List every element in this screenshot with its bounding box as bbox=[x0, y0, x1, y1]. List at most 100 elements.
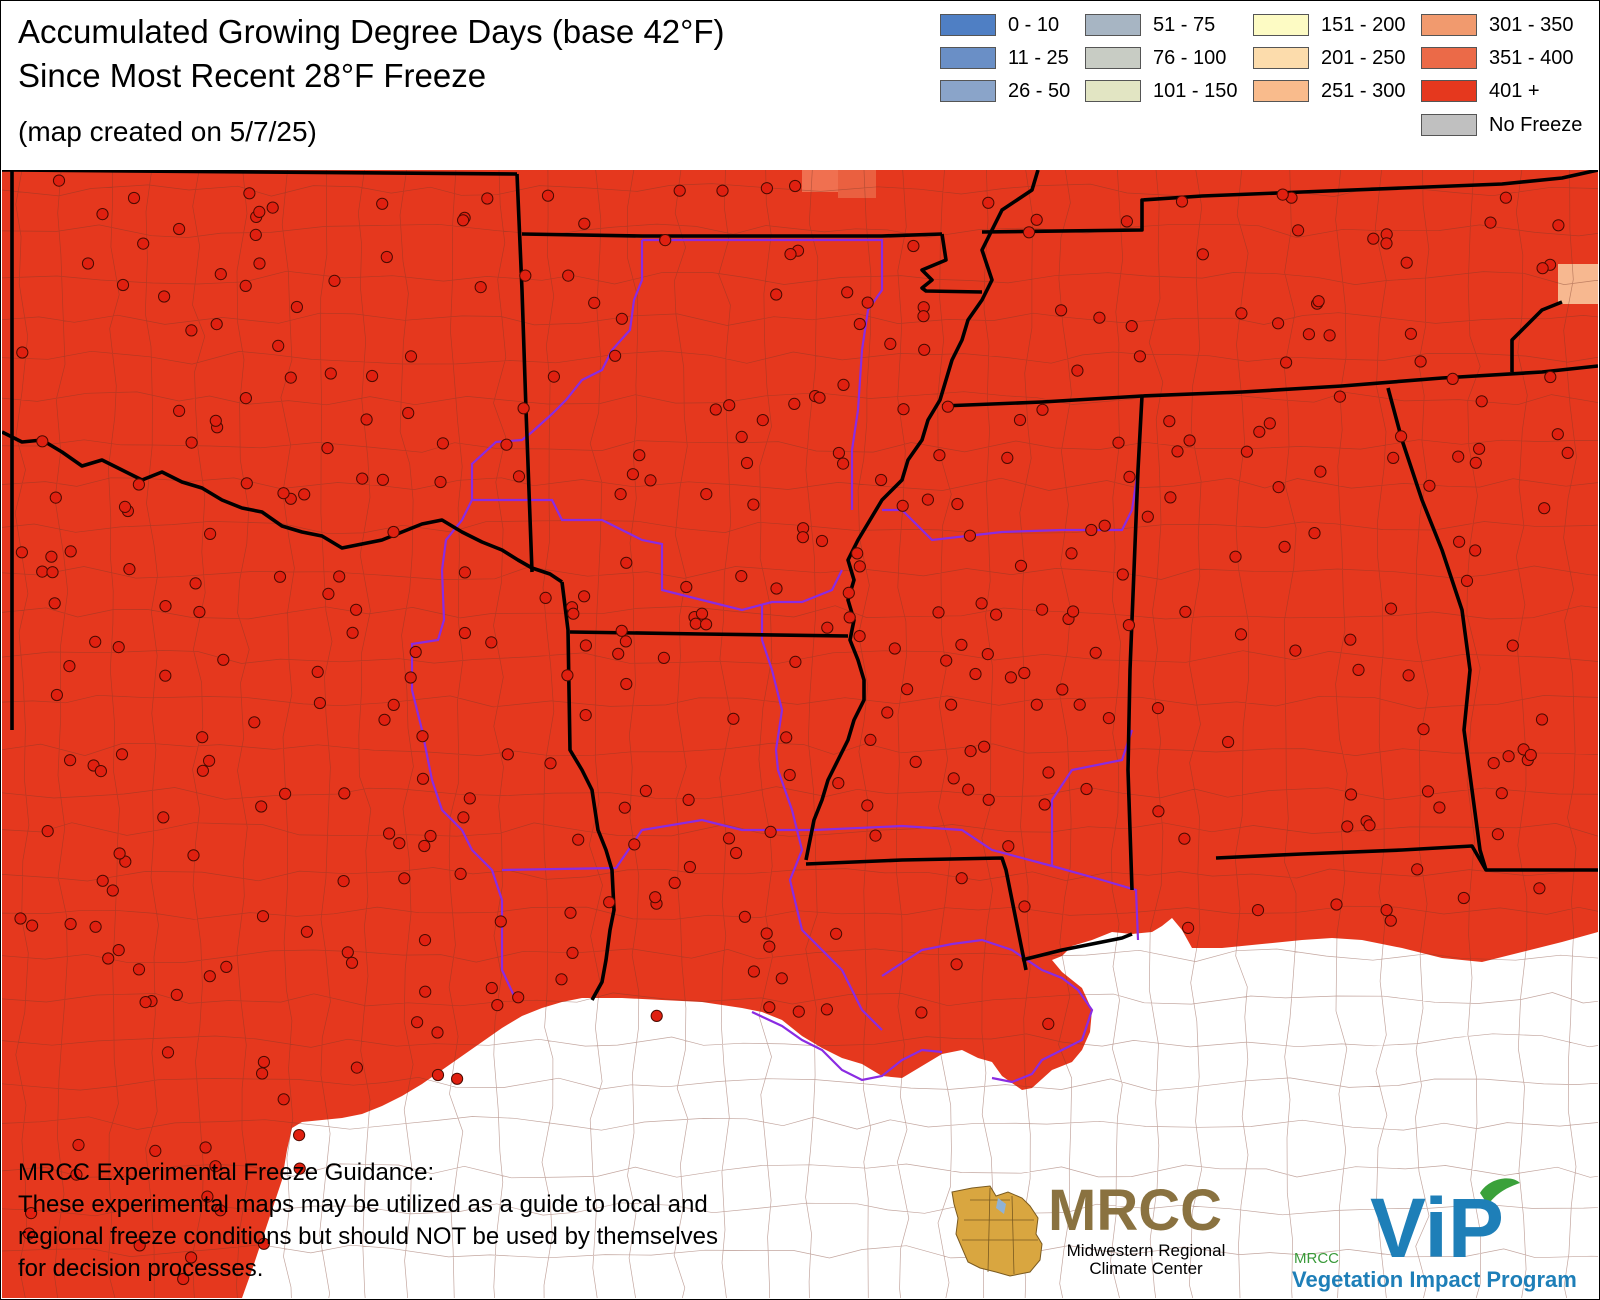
station-point bbox=[94, 765, 108, 778]
station-point bbox=[1240, 445, 1254, 458]
station-point bbox=[1272, 317, 1285, 330]
legend-item: 351 - 400 bbox=[1421, 45, 1574, 71]
station-point bbox=[1402, 669, 1415, 682]
station-point bbox=[378, 713, 391, 726]
legend-item: 0 - 10 bbox=[940, 12, 1059, 38]
legend-item: 101 - 150 bbox=[1085, 78, 1238, 104]
station-point bbox=[328, 274, 341, 288]
legend-label: 401 + bbox=[1489, 79, 1540, 102]
station-point bbox=[813, 391, 826, 404]
station-point bbox=[722, 832, 736, 845]
station-point bbox=[1544, 370, 1557, 384]
station-point bbox=[695, 607, 709, 620]
station-point bbox=[689, 617, 702, 630]
station-point bbox=[217, 653, 230, 666]
station-point bbox=[1380, 904, 1393, 917]
legend-swatch bbox=[1085, 80, 1141, 102]
station-point bbox=[579, 709, 592, 722]
station-point bbox=[1417, 723, 1430, 736]
station-point bbox=[747, 498, 760, 511]
station-point bbox=[1404, 327, 1418, 340]
station-point bbox=[52, 174, 66, 187]
station-point bbox=[1196, 248, 1210, 261]
station-point bbox=[102, 952, 115, 965]
station-point bbox=[170, 988, 183, 1002]
station-point bbox=[189, 577, 202, 590]
station-point bbox=[796, 531, 810, 544]
station-point bbox=[588, 296, 601, 309]
station-point bbox=[861, 296, 874, 309]
station-point bbox=[185, 1251, 198, 1264]
region-outline bbox=[751, 1011, 943, 1082]
state-border bbox=[1510, 300, 1563, 372]
station-point bbox=[112, 944, 125, 957]
station-point bbox=[457, 214, 470, 227]
station-point bbox=[564, 906, 577, 919]
station-point bbox=[249, 228, 262, 242]
station-point bbox=[81, 257, 95, 270]
station-point bbox=[209, 1160, 222, 1173]
station-point bbox=[1141, 510, 1154, 523]
region-outline bbox=[1050, 729, 1134, 866]
station-point bbox=[740, 456, 754, 470]
legend-swatch bbox=[1253, 80, 1309, 102]
mrcc-logo: MRCC Midwestern Regional Climate Center bbox=[951, 1178, 1225, 1278]
station-point bbox=[1123, 470, 1136, 483]
station-point bbox=[419, 985, 432, 998]
legend-item: No Freeze bbox=[1421, 112, 1582, 138]
legend-item: 201 - 250 bbox=[1253, 45, 1406, 71]
legend-swatch bbox=[1085, 47, 1141, 69]
station-point bbox=[1469, 456, 1482, 469]
station-point bbox=[1292, 224, 1305, 237]
station-point bbox=[700, 618, 713, 631]
state-border bbox=[521, 232, 943, 238]
station-point bbox=[853, 560, 866, 573]
station-point bbox=[1308, 527, 1321, 540]
station-point bbox=[220, 960, 233, 974]
legend-item: 76 - 100 bbox=[1085, 45, 1226, 71]
station-point bbox=[279, 787, 292, 800]
station-point bbox=[431, 1068, 445, 1082]
station-point bbox=[875, 473, 888, 487]
station-point bbox=[572, 833, 585, 846]
station-point bbox=[789, 179, 802, 193]
station-point bbox=[1524, 748, 1537, 762]
station-point bbox=[376, 473, 389, 486]
station-point bbox=[1487, 757, 1500, 770]
station-point bbox=[500, 438, 513, 451]
station-points-layer bbox=[14, 174, 1574, 1286]
station-point bbox=[214, 1204, 227, 1217]
station-point bbox=[775, 972, 788, 985]
station-point bbox=[173, 222, 186, 236]
station-point bbox=[940, 654, 953, 667]
station-point bbox=[1183, 434, 1196, 447]
station-point bbox=[50, 688, 64, 702]
station-point bbox=[300, 925, 313, 938]
legend-item: 11 - 25 bbox=[940, 45, 1069, 71]
station-point bbox=[201, 1190, 214, 1203]
station-point bbox=[239, 279, 252, 293]
station-point bbox=[501, 748, 514, 761]
station-point bbox=[547, 370, 561, 383]
station-point bbox=[491, 999, 504, 1012]
station-point bbox=[1065, 547, 1078, 560]
station-point bbox=[820, 1003, 834, 1016]
station-point bbox=[209, 414, 222, 427]
station-point bbox=[149, 1144, 162, 1158]
station-point bbox=[1171, 445, 1184, 458]
station-point bbox=[896, 499, 909, 512]
station-point bbox=[756, 414, 769, 427]
legend-item: 151 - 200 bbox=[1253, 12, 1406, 38]
state-border bbox=[1215, 844, 1598, 872]
station-point bbox=[25, 1207, 38, 1220]
station-point bbox=[620, 556, 633, 569]
station-point bbox=[1533, 882, 1546, 895]
station-point bbox=[842, 586, 855, 599]
station-point bbox=[1411, 863, 1424, 876]
station-point bbox=[650, 1009, 663, 1023]
station-point bbox=[1387, 451, 1400, 464]
station-point bbox=[383, 827, 396, 840]
station-point bbox=[709, 403, 722, 416]
station-point bbox=[1234, 628, 1248, 641]
legend-label: No Freeze bbox=[1489, 113, 1583, 136]
